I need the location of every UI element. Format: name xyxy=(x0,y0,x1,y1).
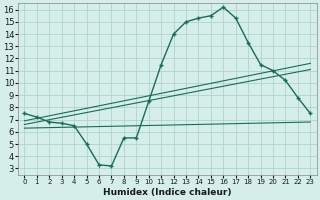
X-axis label: Humidex (Indice chaleur): Humidex (Indice chaleur) xyxy=(103,188,232,197)
